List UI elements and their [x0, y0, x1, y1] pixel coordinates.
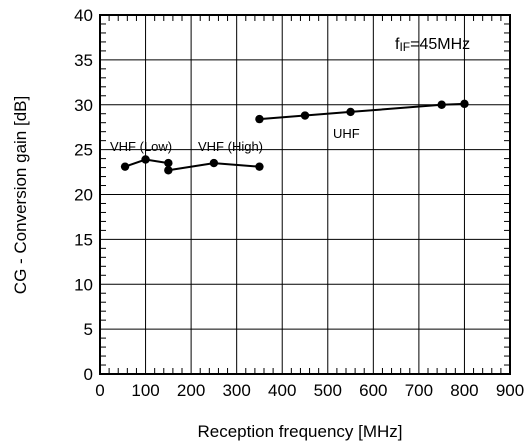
y-axis-label: CG - Conversion gain [dB]: [11, 96, 30, 294]
frequency-note-f: f: [395, 36, 400, 53]
x-tick-label: 600: [359, 381, 387, 400]
series-label-vhf-low: VHF (Low): [110, 139, 172, 154]
data-point: [255, 114, 264, 124]
x-tick-label: 700: [405, 381, 433, 400]
y-tick-label: 0: [84, 365, 93, 384]
data-point: [437, 100, 446, 109]
data-point: [300, 111, 310, 120]
y-tick-label: 5: [84, 320, 93, 339]
data-point: [164, 166, 173, 175]
series-label-vhf-high: VHF (High): [198, 139, 263, 154]
series-group: [120, 99, 469, 175]
x-axis-label: Reception frequency [MHz]: [197, 422, 402, 441]
frequency-note-value: =45MHz: [410, 36, 470, 53]
data-point: [141, 155, 150, 164]
x-tick-label: 200: [177, 381, 205, 400]
data-point: [460, 99, 469, 109]
y-tick-label: 20: [74, 186, 93, 205]
data-point: [120, 162, 130, 171]
frequency-note: fIF=45MHz: [395, 36, 470, 54]
y-tick-label: 35: [74, 51, 93, 70]
x-tick-label: 500: [314, 381, 342, 400]
y-tick-label: 10: [74, 275, 93, 294]
x-tick-label: 100: [131, 381, 159, 400]
data-point: [255, 162, 264, 171]
plot-frame: [99, 14, 511, 375]
grid: [99, 14, 511, 375]
x-tick-label: 800: [450, 381, 478, 400]
data-point: [164, 158, 173, 168]
x-tick-label: 300: [222, 381, 250, 400]
y-tick-label: 25: [74, 141, 93, 160]
y-tick-label: 30: [74, 96, 93, 115]
y-tick-label: 40: [74, 6, 93, 25]
tick-labels: 0 100 200 300 400 500 600 700 800 900 0 5 10 15 20 25 30…: [74, 6, 524, 400]
x-tick-label: 900: [496, 381, 524, 400]
data-point: [346, 107, 355, 117]
frequency-note-sub: IF: [399, 40, 410, 54]
series-label-uhf: UHF: [333, 126, 360, 141]
y-tick-label: 15: [74, 230, 93, 249]
x-tick-label: 400: [268, 381, 296, 400]
x-tick-label: 0: [95, 381, 104, 400]
series-line-2: [259, 102, 465, 121]
data-point: [209, 158, 219, 168]
